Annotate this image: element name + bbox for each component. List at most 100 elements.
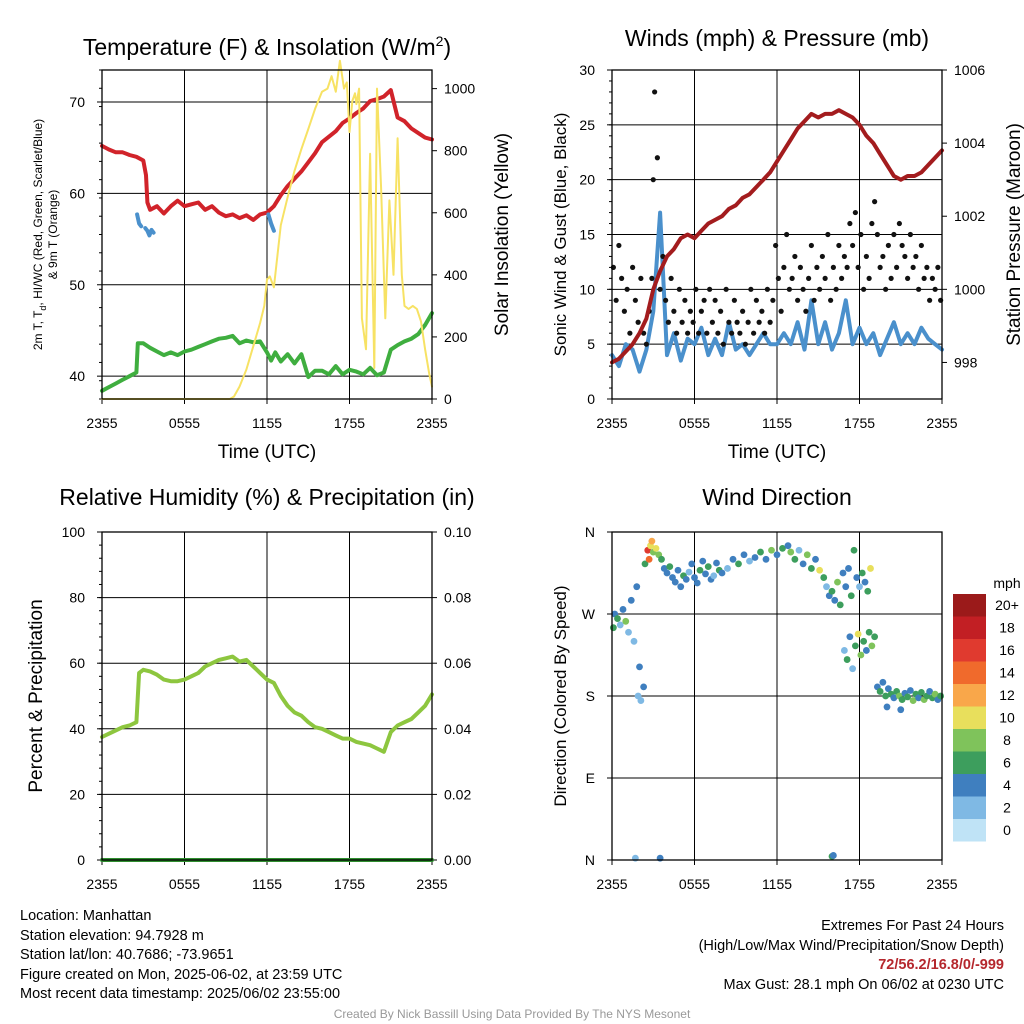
- gust-point: [800, 286, 806, 292]
- chart-title: Relative Humidity (%) & Precipitation (i…: [59, 484, 474, 510]
- direction-point: [746, 557, 753, 565]
- direction-point: [630, 637, 638, 645]
- direction-point: [768, 546, 775, 554]
- gust-point: [910, 264, 916, 270]
- y-tick-label: N: [585, 852, 595, 868]
- direction-point: [784, 542, 792, 550]
- direction-point: [843, 656, 851, 663]
- y-tick-label: 70: [69, 94, 85, 110]
- x-tick-label: 0555: [679, 876, 710, 892]
- gust-point: [668, 275, 674, 281]
- legend-swatch: [953, 729, 986, 752]
- gust-point: [764, 286, 770, 292]
- gust-point: [731, 297, 737, 303]
- y-tick-label: 100: [62, 524, 86, 540]
- direction-point: [685, 568, 693, 576]
- direction-point: [803, 551, 811, 559]
- y-axis-label-rest: , HI/WC (Red, Green, Scarlet/Blue): [31, 119, 45, 306]
- direction-point: [779, 545, 786, 552]
- gust-point: [907, 231, 913, 238]
- gust-point: [624, 286, 630, 292]
- y-tick-label: 60: [69, 185, 85, 201]
- gust-point: [654, 155, 660, 161]
- y2-tick-label: 0.00: [444, 852, 471, 868]
- y2-tick-label: 1004: [954, 135, 985, 151]
- legend-label: 20+: [995, 597, 1019, 613]
- gust-point: [649, 275, 655, 281]
- gust-point: [775, 275, 781, 281]
- gust-point: [806, 275, 812, 281]
- extremes-title: Extremes For Past 24 Hours: [821, 918, 1004, 934]
- gust-point: [844, 264, 850, 270]
- x-axis-label: Time (UTC): [218, 442, 317, 463]
- direction-point: [845, 565, 852, 572]
- gust-point: [665, 319, 671, 325]
- gust-point: [825, 231, 831, 238]
- direction-point: [883, 703, 891, 711]
- direction-point: [842, 583, 850, 591]
- direction-point: [879, 678, 887, 686]
- gust-point: [927, 297, 933, 303]
- direction-point: [865, 628, 873, 636]
- direction-point: [799, 560, 807, 568]
- gust-point: [803, 308, 809, 314]
- legend-label: 18: [999, 620, 1015, 636]
- series-line: [100, 311, 434, 393]
- gust-point: [707, 286, 713, 292]
- gust-point: [671, 308, 677, 314]
- legend-label: 4: [1003, 777, 1011, 793]
- direction-point: [897, 706, 905, 714]
- y2-tick-label: 0.10: [444, 524, 471, 540]
- gust-point: [883, 286, 889, 292]
- gust-point: [613, 297, 619, 303]
- direction-point: [773, 551, 781, 559]
- legend-title: mph: [993, 575, 1020, 591]
- gust-point: [643, 341, 649, 347]
- y-axis-label: Percent & Precipitation: [26, 599, 47, 792]
- gust-point: [778, 308, 784, 314]
- gust-point: [781, 264, 787, 270]
- gust-point: [740, 308, 746, 314]
- x-tick-label: 1755: [844, 415, 875, 431]
- gust-point: [693, 286, 699, 292]
- gust-point: [635, 319, 641, 325]
- direction-point: [702, 570, 709, 578]
- gust-point: [627, 330, 633, 336]
- y-axis-label: Sonic Wind & Gust (Blue, Black): [551, 113, 570, 357]
- y-tick-label: 30: [579, 62, 595, 78]
- gust-point: [753, 297, 759, 303]
- latlon-text: Station lat/lon: 40.7686; -73.9651: [20, 947, 234, 963]
- y2-tick-label: 0.06: [444, 655, 471, 671]
- gust-point: [905, 275, 911, 281]
- gust-point: [690, 319, 696, 325]
- x-axis-label: Time (UTC): [728, 442, 827, 463]
- gust-point: [720, 341, 726, 347]
- y-axis-label-line2: & 9m T (Orange): [46, 190, 60, 280]
- gust-point: [836, 242, 842, 249]
- y2-tick-label: 1000: [954, 281, 985, 297]
- credit-text: Created By Nick Bassill Using Data Provi…: [333, 1007, 691, 1021]
- max-gust-text: Max Gust: 28.1 mph On 06/02 at 0230 UTC: [723, 976, 1004, 993]
- gust-point: [652, 89, 658, 95]
- direction-point: [622, 617, 630, 625]
- direction-point: [831, 596, 839, 604]
- direction-point: [688, 560, 696, 568]
- direction-point: [762, 555, 770, 563]
- direction-point: [674, 566, 682, 574]
- legend-swatch: [953, 616, 986, 639]
- y2-tick-label: 200: [444, 329, 468, 345]
- gust-point: [874, 231, 880, 238]
- gust-point: [734, 319, 740, 325]
- gust-point: [751, 330, 757, 336]
- gust-point: [698, 308, 704, 314]
- y-tick-label: 10: [579, 281, 595, 297]
- x-tick-label: 0555: [679, 415, 710, 431]
- gust-point: [748, 286, 754, 292]
- gust-point: [924, 264, 930, 270]
- direction-point: [926, 688, 934, 695]
- extremes-info: Extremes For Past 24 Hours (High/Low/Max…: [699, 917, 1004, 995]
- direction-point: [853, 574, 861, 581]
- y-tick-label: E: [586, 770, 595, 786]
- direction-point: [917, 688, 925, 696]
